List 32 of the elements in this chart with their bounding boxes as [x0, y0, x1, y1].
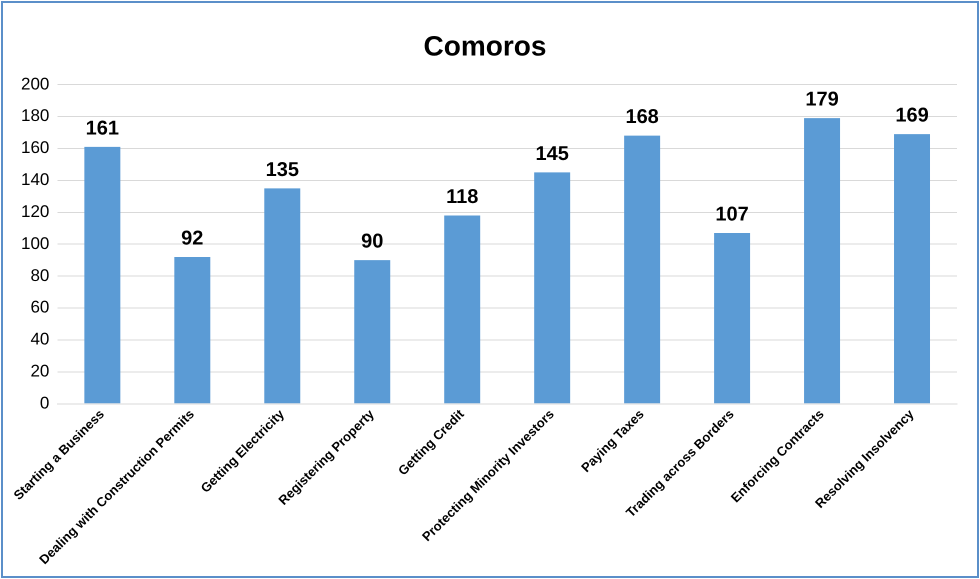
data-label: 92 — [181, 227, 204, 250]
y-tick-label: 160 — [20, 138, 50, 158]
data-label: 107 — [715, 204, 749, 226]
bar — [714, 233, 750, 404]
data-label: 179 — [805, 88, 839, 111]
bar — [444, 215, 480, 404]
y-tick-label: 60 — [30, 298, 50, 317]
bar — [84, 146, 120, 404]
data-label: 118 — [446, 186, 478, 208]
y-tick-label: 140 — [20, 170, 50, 190]
data-label: 145 — [535, 142, 569, 165]
y-tick-label: 180 — [20, 106, 50, 126]
y-tick-label: 20 — [30, 362, 50, 381]
bar — [894, 134, 930, 404]
bar — [624, 136, 660, 404]
data-label: 161 — [86, 117, 120, 140]
chart-title: Comoros — [424, 30, 546, 62]
bar — [534, 172, 570, 404]
data-label: 168 — [625, 106, 659, 128]
bar — [264, 188, 300, 404]
bar — [354, 260, 390, 404]
y-tick-label: 120 — [20, 202, 50, 221]
y-tick-label: 200 — [20, 74, 50, 94]
data-label: 135 — [266, 158, 299, 181]
data-label: 169 — [895, 104, 929, 127]
y-tick-label: 40 — [30, 330, 50, 349]
y-tick-label: 0 — [40, 394, 50, 412]
bar — [174, 256, 210, 404]
data-label: 90 — [361, 230, 384, 253]
y-tick-label: 100 — [20, 234, 50, 253]
y-tick-label: 80 — [30, 266, 50, 285]
bar — [804, 118, 840, 404]
